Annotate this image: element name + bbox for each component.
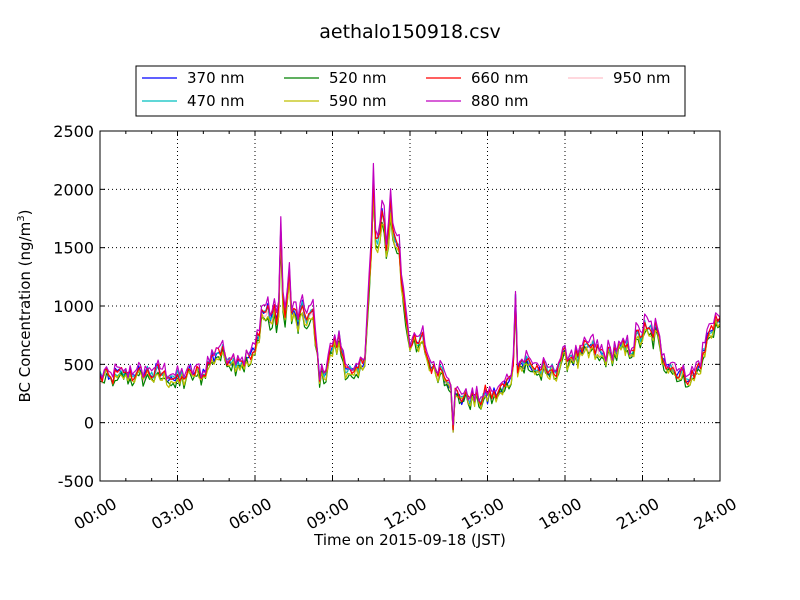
y-tick-label: -500 <box>58 472 94 491</box>
legend-label: 590 nm <box>329 92 387 110</box>
grid <box>100 131 720 481</box>
plot-lines <box>99 162 721 433</box>
chart-title: aethalo150918.csv <box>319 21 501 43</box>
series-line <box>99 162 721 426</box>
y-axis-label: BC Concentration (ng/m3) <box>16 210 34 403</box>
legend-label: 370 nm <box>187 69 245 87</box>
y-tick-label: 500 <box>63 355 94 374</box>
legend-label: 660 nm <box>471 69 529 87</box>
y-tick-label: 1000 <box>53 297 94 316</box>
legend-label: 950 nm <box>613 69 671 87</box>
legend-box <box>135 65 686 117</box>
x-axis-label: Time on 2015-09-18 (JST) <box>313 531 506 549</box>
y-axis-label-main: BC Concentration (ng/m <box>16 222 34 403</box>
legend-label: 470 nm <box>187 92 245 110</box>
y-tick-label: 2000 <box>53 180 94 199</box>
series-line <box>99 191 721 433</box>
y-tick-label: 0 <box>84 414 94 433</box>
legend-label: 880 nm <box>471 92 529 110</box>
legend-label: 520 nm <box>329 69 387 87</box>
y-axis-label-suffix: ) <box>16 210 34 216</box>
y-tick-label: 2500 <box>53 122 94 141</box>
y-tick-label: 1500 <box>53 239 94 258</box>
y-axis-label-sup: 3 <box>16 215 27 221</box>
legend: 370 nm 470 nm 520 nm 590 nm 660 nm 880 nm 950 … <box>135 65 686 117</box>
